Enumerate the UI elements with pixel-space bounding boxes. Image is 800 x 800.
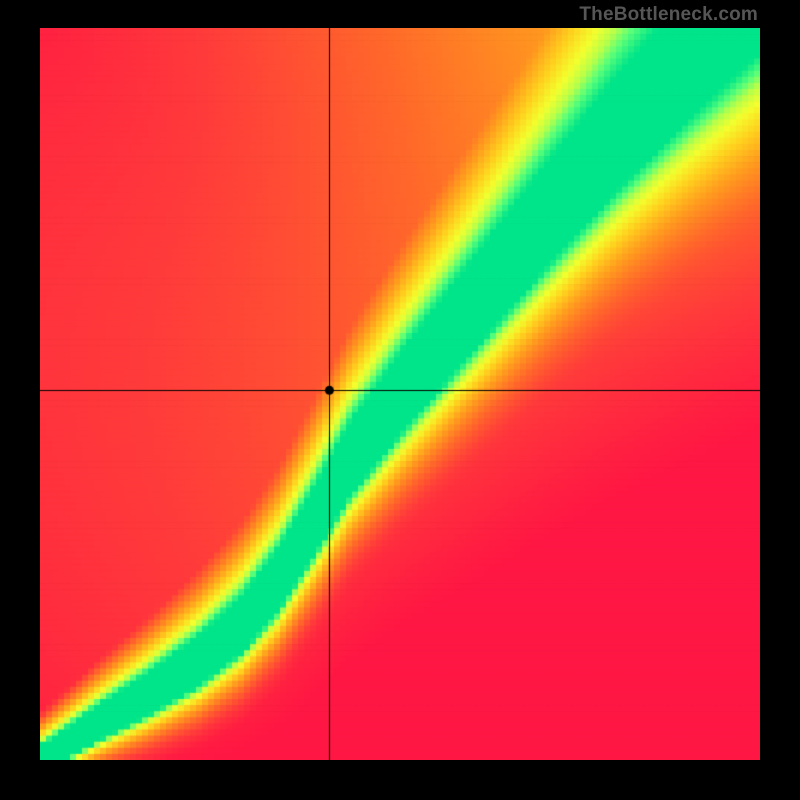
bottleneck-heatmap — [40, 28, 760, 760]
chart-frame: { "watermark": { "text": "TheBottleneck.… — [0, 0, 800, 800]
watermark-text: TheBottleneck.com — [579, 4, 758, 26]
